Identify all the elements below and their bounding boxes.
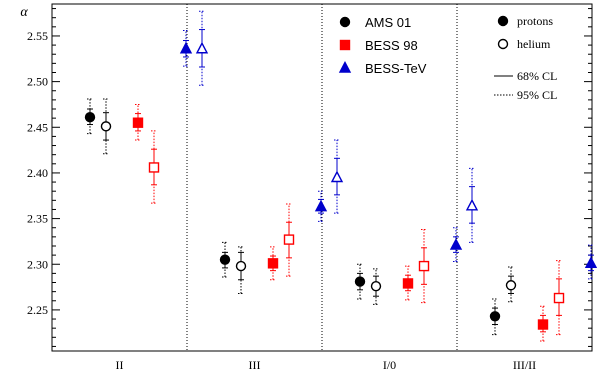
data-point-helium	[553, 292, 565, 304]
category-label: III/II	[513, 358, 536, 372]
data-point-protons	[537, 319, 549, 330]
category-label: II	[116, 358, 124, 372]
data-point-protons	[489, 311, 501, 322]
y-tick-label: 2.25	[27, 303, 48, 317]
data-point-protons	[314, 199, 328, 212]
legend: AMS 01 BESS 98 BESS-TeV protons helium 68% CL…	[338, 14, 557, 102]
data-point-helium	[330, 170, 344, 183]
legend-marker	[339, 39, 351, 51]
y-tick-label: 2.35	[27, 212, 48, 226]
data-point-protons	[84, 112, 96, 123]
legend-series-label: BESS-TeV	[365, 61, 427, 76]
data-point-helium	[195, 41, 209, 54]
series-ams-01	[84, 98, 517, 336]
data-point-protons	[354, 276, 366, 287]
y-tick-label: 2.40	[27, 166, 48, 180]
series-bess-tev	[179, 10, 597, 280]
y-axis-label: α	[20, 5, 28, 20]
data-point-protons	[584, 256, 597, 269]
legend-helium-marker	[497, 38, 509, 50]
legend-protons-label: protons	[517, 14, 553, 28]
data-point-helium	[100, 121, 112, 132]
legend-marker	[338, 60, 352, 73]
y-tick-label: 2.45	[27, 120, 48, 134]
data-point-protons	[132, 117, 144, 128]
data-point-helium	[235, 260, 247, 272]
legend-protons-marker	[497, 15, 509, 27]
legend-helium-label: helium	[517, 37, 551, 51]
y-tick-label: 2.50	[27, 75, 48, 89]
category-label: III	[249, 358, 261, 372]
y-tick-label: 2.30	[27, 257, 48, 271]
data-point-helium	[465, 198, 479, 211]
data-point-protons	[179, 41, 193, 54]
y-tick-label: 2.55	[27, 29, 48, 43]
data-point-helium	[505, 280, 517, 291]
series-bess-98	[132, 103, 565, 342]
legend-95-label: 95% CL	[517, 88, 557, 102]
data-point-protons	[402, 278, 414, 289]
legend-series-label: BESS 98	[365, 38, 418, 53]
legend-series-label: AMS 01	[365, 15, 411, 30]
legend-68-label: 68% CL	[517, 69, 557, 83]
legend-marker	[339, 16, 351, 28]
data-point-helium	[418, 260, 430, 272]
data-point-protons	[267, 258, 279, 269]
data-point-helium	[148, 162, 160, 173]
data-point-helium	[283, 234, 295, 245]
data-point-protons	[449, 238, 463, 250]
category-label: I/0	[383, 358, 396, 372]
data-point-protons	[219, 254, 231, 265]
data-point-helium	[370, 280, 382, 292]
